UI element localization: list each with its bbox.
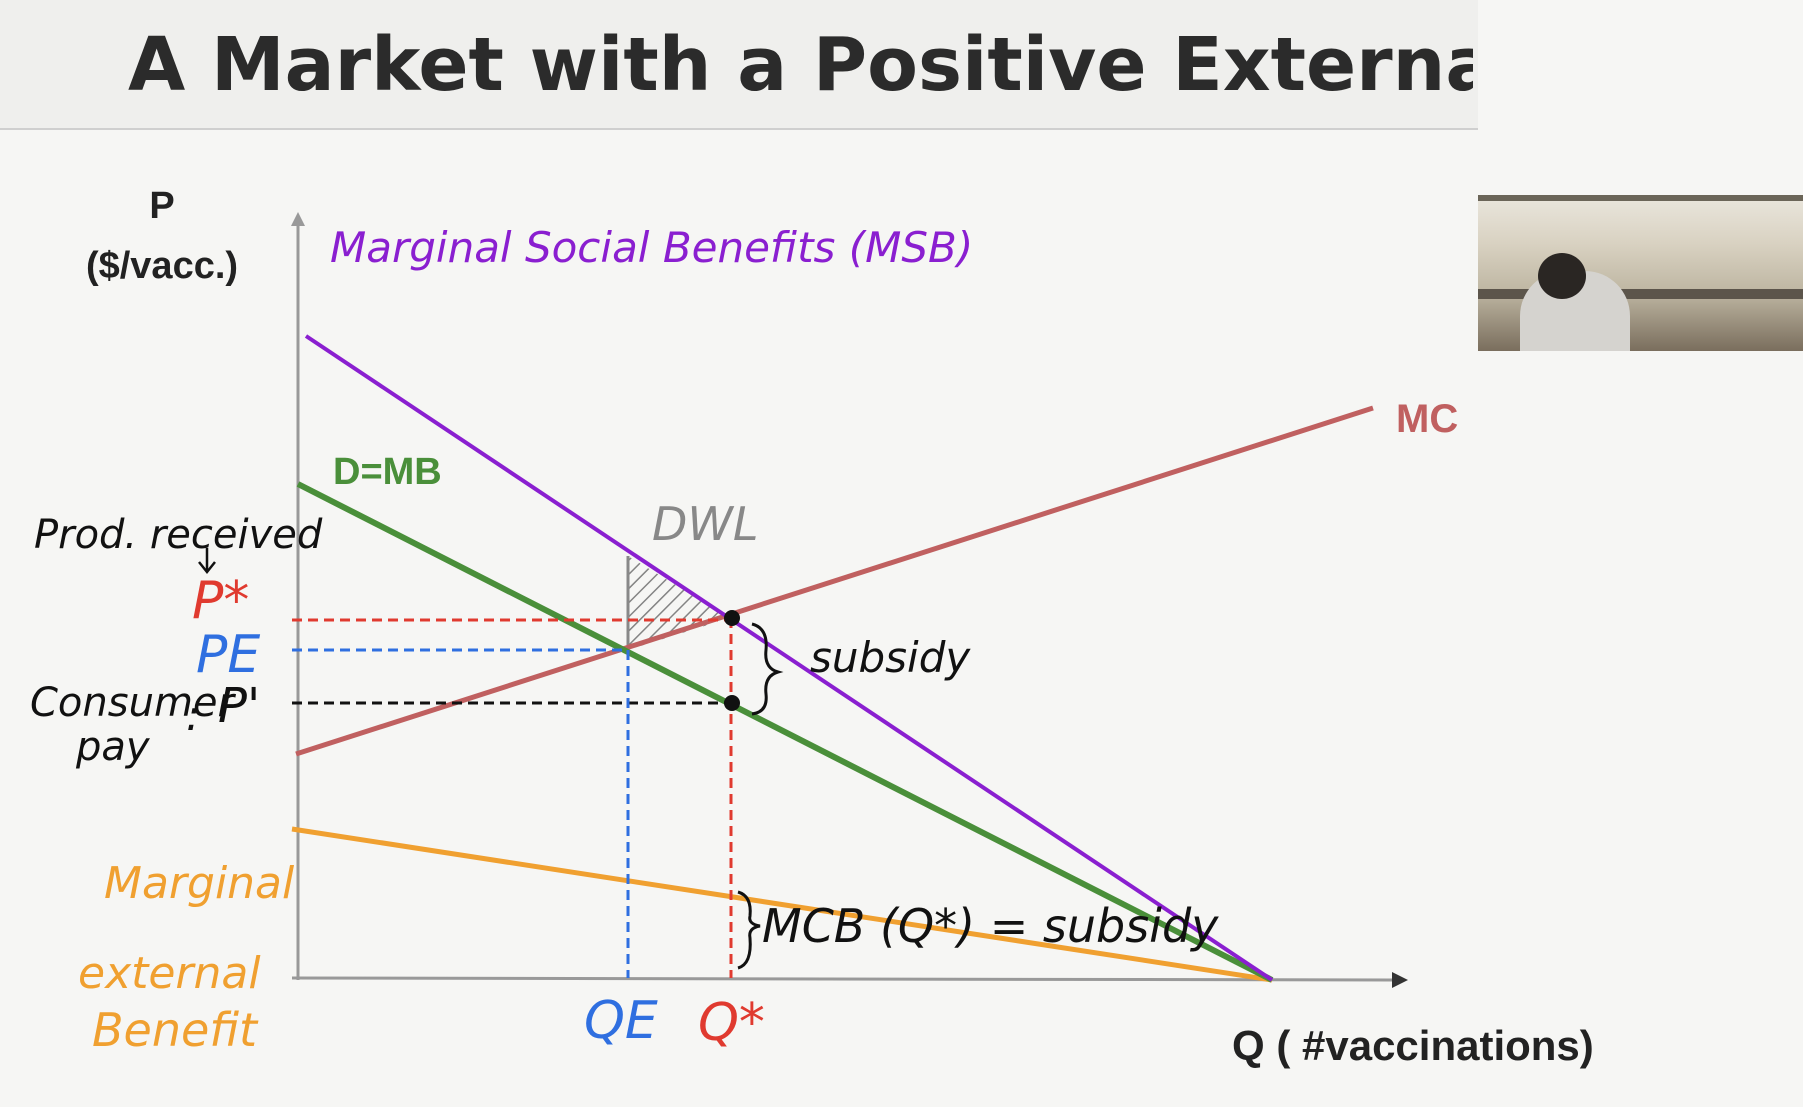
mcb-subsidy-label: MCB (Q*) = subsidy — [762, 899, 1219, 953]
subsidy-label: subsidy — [810, 633, 971, 682]
p-e-label: PE — [196, 625, 260, 685]
q-e-label: QE — [584, 991, 658, 1051]
p-prime-label: P' — [218, 678, 260, 734]
meb-curve — [291, 826, 1273, 983]
msb-curve — [304, 334, 1274, 982]
mc-curve — [295, 405, 1374, 757]
p-star-label: P* — [192, 571, 249, 631]
y-axis-label-unit: ($/vacc.) — [86, 245, 238, 287]
meb-label-line3: Benefit — [92, 1003, 259, 1057]
prod-received-arrowhead — [198, 561, 216, 575]
webcam-person-head — [1538, 253, 1586, 299]
dwl-area — [628, 556, 730, 650]
msb-label: Marginal Social Benefits (MSB) — [330, 223, 973, 272]
slide-title: A Market with a Positive Externalit — [128, 22, 1473, 108]
subsidy-brace — [751, 622, 784, 716]
demand-curve — [296, 481, 1274, 983]
title-band: A Market with a Positive Externalit — [0, 0, 1478, 130]
x-axis-label: Q ( #vaccinations) — [1232, 1022, 1594, 1069]
meb-label-line2: external — [78, 948, 261, 999]
mc-label: MC — [1396, 397, 1458, 441]
y-axis-label-p: P — [149, 185, 174, 227]
mcb-brace — [737, 890, 761, 970]
consumer-pay-label-line1: Consumer — [30, 680, 237, 726]
demand-label: D=MB — [333, 451, 442, 493]
y-axis-arrow — [291, 212, 305, 226]
dwl-label: DWL — [652, 497, 759, 551]
consumer-pay-label-line2: pay — [75, 724, 151, 770]
q-star-label: Q* — [698, 993, 765, 1053]
prod-received-label: Prod. received — [34, 512, 323, 558]
consumer-pay-colon: : — [186, 691, 200, 740]
webcam-rail — [1478, 289, 1803, 299]
social-optimum-point — [724, 610, 740, 626]
consumer-price-point — [724, 695, 740, 711]
meb-label-line1: Marginal — [104, 858, 295, 909]
x-axis — [291, 976, 1393, 982]
webcam-video-thumbnail[interactable] — [1478, 195, 1803, 351]
x-axis-arrow — [1392, 972, 1408, 988]
